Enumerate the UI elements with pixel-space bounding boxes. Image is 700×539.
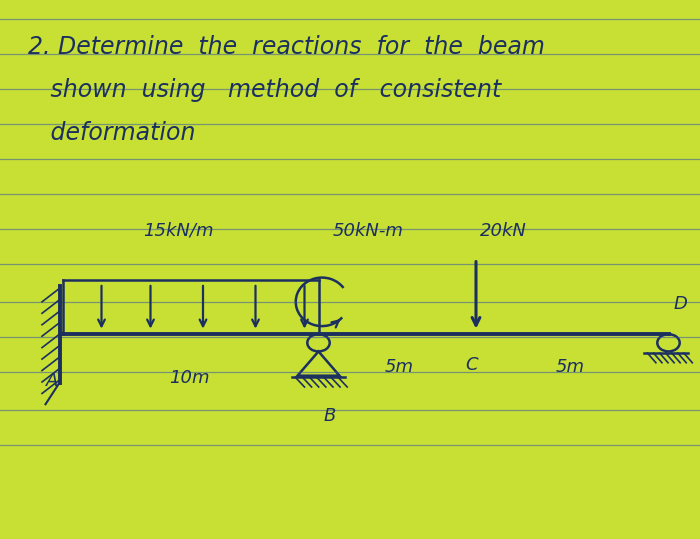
Text: C: C: [465, 356, 477, 374]
Text: 10m: 10m: [169, 369, 209, 387]
Text: shown  using   method  of   consistent: shown using method of consistent: [28, 78, 501, 102]
Text: 2. Determine  the  reactions  for  the  beam: 2. Determine the reactions for the beam: [28, 35, 545, 59]
Text: A: A: [46, 372, 59, 390]
Text: D: D: [673, 295, 687, 313]
Text: deformation: deformation: [28, 121, 195, 146]
Text: 5m: 5m: [384, 358, 414, 376]
Text: 5m: 5m: [556, 358, 585, 376]
Text: 50kN-m: 50kN-m: [332, 222, 403, 240]
Text: 20kN: 20kN: [480, 222, 526, 240]
Text: 15kN/m: 15kN/m: [144, 222, 214, 240]
Text: B: B: [323, 407, 336, 425]
